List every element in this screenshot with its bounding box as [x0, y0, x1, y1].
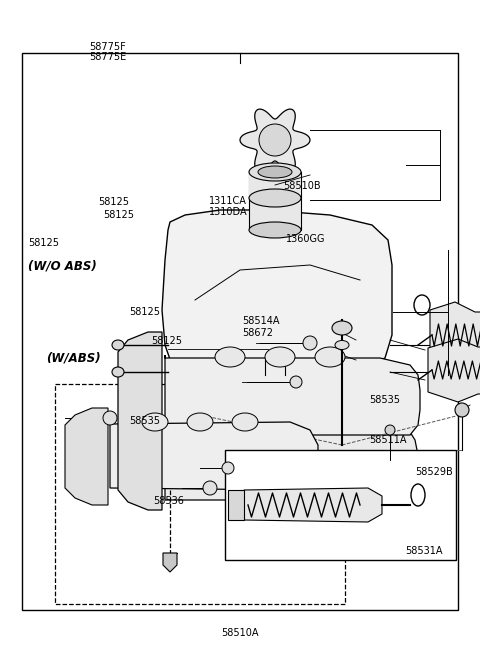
Text: 58125: 58125	[103, 210, 134, 220]
Text: (W/O ABS): (W/O ABS)	[28, 260, 96, 273]
Text: 58775E: 58775E	[89, 51, 126, 62]
Ellipse shape	[258, 166, 292, 178]
Polygon shape	[110, 422, 318, 490]
Bar	[225, 450, 456, 560]
Ellipse shape	[142, 413, 168, 431]
Text: 58510A: 58510A	[221, 627, 259, 638]
Circle shape	[103, 411, 117, 425]
Text: 58535: 58535	[130, 416, 161, 426]
Text: 58514A: 58514A	[242, 316, 280, 327]
Ellipse shape	[187, 413, 213, 431]
Text: 58510B: 58510B	[283, 181, 321, 191]
Ellipse shape	[265, 347, 295, 367]
Bar	[22, 53, 458, 610]
Circle shape	[203, 481, 217, 495]
Polygon shape	[244, 488, 382, 522]
Polygon shape	[165, 355, 420, 435]
Ellipse shape	[112, 340, 124, 350]
Ellipse shape	[315, 347, 345, 367]
Text: 58672: 58672	[242, 328, 274, 338]
Circle shape	[290, 376, 302, 388]
Text: 58535: 58535	[370, 395, 401, 405]
Polygon shape	[430, 302, 480, 368]
Circle shape	[303, 336, 317, 350]
Text: 58529B: 58529B	[415, 466, 453, 477]
Polygon shape	[65, 408, 108, 505]
Polygon shape	[228, 490, 244, 520]
Polygon shape	[118, 332, 162, 510]
Text: 1310DA: 1310DA	[209, 206, 247, 217]
Ellipse shape	[249, 222, 301, 238]
Text: 58125: 58125	[130, 307, 161, 317]
Text: 1311CA: 1311CA	[209, 196, 247, 206]
Ellipse shape	[332, 321, 352, 335]
Text: 58125: 58125	[98, 197, 130, 208]
Text: 58536: 58536	[154, 495, 184, 506]
Circle shape	[385, 425, 395, 435]
Bar	[55, 384, 345, 604]
Polygon shape	[249, 172, 301, 198]
Circle shape	[222, 462, 234, 474]
Text: 58511A: 58511A	[370, 435, 407, 445]
Polygon shape	[162, 210, 392, 380]
Text: 58775F: 58775F	[89, 42, 126, 53]
Text: 58125: 58125	[151, 336, 182, 346]
Circle shape	[259, 124, 291, 156]
Text: 58531A: 58531A	[406, 545, 443, 556]
Text: 1360GG: 1360GG	[286, 234, 325, 244]
Ellipse shape	[335, 340, 349, 350]
Ellipse shape	[215, 347, 245, 367]
Ellipse shape	[249, 163, 301, 181]
Text: (W/ABS): (W/ABS)	[46, 351, 100, 365]
Ellipse shape	[249, 189, 301, 207]
Circle shape	[455, 403, 469, 417]
Ellipse shape	[112, 367, 124, 377]
Text: 58125: 58125	[28, 238, 59, 248]
Polygon shape	[240, 109, 310, 171]
Polygon shape	[249, 198, 301, 230]
Polygon shape	[165, 432, 418, 500]
Ellipse shape	[232, 413, 258, 431]
Polygon shape	[163, 553, 177, 572]
Polygon shape	[428, 339, 480, 402]
